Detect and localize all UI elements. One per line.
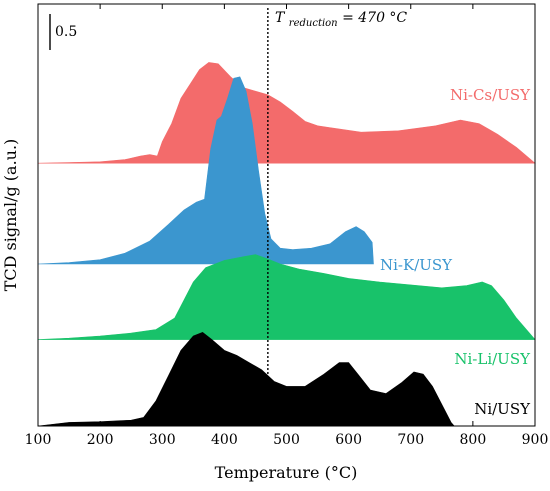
reference-line-label: T reduction = 470 °C [275, 10, 407, 30]
x-axis-ticks: 100 200 300 400 500 600 700 800 900 [25, 4, 549, 448]
series-label-ni-usy: Ni/USY [474, 400, 531, 418]
series-area-ni-k-usy [37, 76, 374, 265]
reference-label-subscript: reduction [289, 18, 338, 29]
x-tick-label-700: 700 [397, 432, 424, 448]
x-tick-label-400: 400 [211, 432, 238, 448]
series-area-ni-cs-usy [37, 62, 536, 164]
reference-label-prefix: T [275, 10, 286, 26]
scale-bar: 0.5 [49, 14, 77, 50]
x-tick-label-600: 600 [335, 432, 362, 448]
x-tick-label-900: 900 [522, 432, 549, 448]
x-axis-label: Temperature (°C) [215, 463, 358, 482]
x-tick-label-800: 800 [460, 432, 487, 448]
series-label-ni-li-usy: Ni-Li/USY [454, 350, 531, 368]
series-area-ni-usy [37, 332, 455, 427]
series-label-ni-k-usy: Ni-K/USY [380, 256, 453, 274]
x-tick-label-200: 200 [87, 432, 114, 448]
series-label-ni-cs-usy: Ni-Cs/USY [450, 86, 531, 104]
x-tick-label-300: 300 [149, 432, 176, 448]
y-axis-label: TCD signal/g (a.u.) [1, 139, 20, 292]
series-layer [37, 62, 536, 427]
x-tick-label-500: 500 [273, 432, 300, 448]
x-tick-label-100: 100 [25, 432, 52, 448]
reference-label-suffix: = 470 °C [342, 10, 407, 26]
series-area-ni-li-usy [37, 254, 536, 340]
scale-bar-label: 0.5 [55, 24, 77, 40]
